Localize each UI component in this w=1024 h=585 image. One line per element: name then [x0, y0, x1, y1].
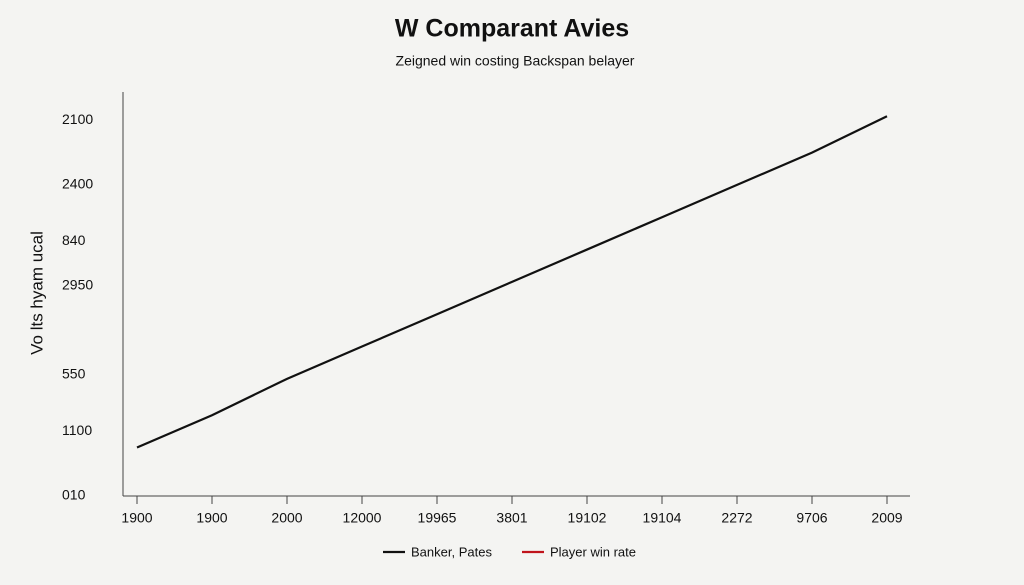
x-tick-label: 1900	[121, 510, 152, 526]
y-tick-label: 1100	[62, 422, 92, 438]
x-tick-label: 2000	[271, 510, 302, 526]
line-series	[136, 115, 888, 449]
y-tick-label: 010	[62, 487, 86, 503]
x-tick-label: 2272	[721, 510, 752, 526]
y-tick-label: 840	[62, 232, 86, 248]
x-tick-label: 2009	[871, 510, 902, 526]
chart-subtitle: Zeigned win costing Backspan belayer	[396, 53, 635, 69]
x-tick-label: 19102	[568, 510, 607, 526]
legend-label: Player win rate	[550, 544, 636, 559]
legend-label: Banker, Pates	[411, 544, 492, 559]
x-tick-label: 1900	[196, 510, 227, 526]
y-tick-label: 2400	[62, 176, 93, 192]
x-tick-label: 12000	[343, 510, 382, 526]
y-axis-label: Vo lts hyam ucal	[27, 231, 46, 355]
x-tick-label: 3801	[496, 510, 527, 526]
y-tick-label: 2100	[62, 111, 93, 127]
x-tick-label: 9706	[796, 510, 827, 526]
x-tick-label: 19104	[643, 510, 682, 526]
chart-title: W Comparant Avies	[395, 15, 629, 43]
y-tick-label: 550	[62, 366, 86, 382]
y-tick-label: 2950	[62, 277, 93, 293]
x-tick-label: 19965	[418, 510, 457, 526]
